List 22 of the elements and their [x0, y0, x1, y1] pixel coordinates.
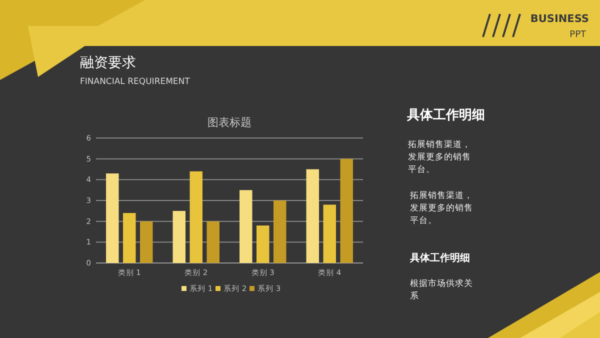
- text: PPT: [570, 30, 586, 40]
- bar: [190, 171, 202, 263]
- text: BUSINESS: [530, 13, 589, 25]
- bar: [340, 158, 353, 263]
- chart-title: 图表标题: [208, 116, 252, 129]
- text: FINANCIAL REQUIREMENT: [80, 77, 191, 87]
- text: 拓展销售渠道，发展更多的销售平台。: [407, 139, 471, 175]
- bar: [206, 221, 220, 263]
- bar: [140, 221, 153, 263]
- text: 具体工作明细: [409, 252, 470, 264]
- bar: [106, 173, 119, 263]
- text: 融资要求: [80, 55, 136, 71]
- text: 根据市场供求关系: [410, 278, 473, 302]
- bar: [123, 213, 136, 263]
- text: 具体工作明细: [406, 108, 485, 123]
- bar: [306, 169, 320, 263]
- bar: [240, 190, 252, 263]
- text: 拓展销售渠道，发展更多的销售平台。: [409, 190, 473, 226]
- bar: [256, 226, 270, 263]
- bar: [323, 204, 336, 263]
- bar: [273, 200, 286, 263]
- bar: [172, 210, 186, 263]
